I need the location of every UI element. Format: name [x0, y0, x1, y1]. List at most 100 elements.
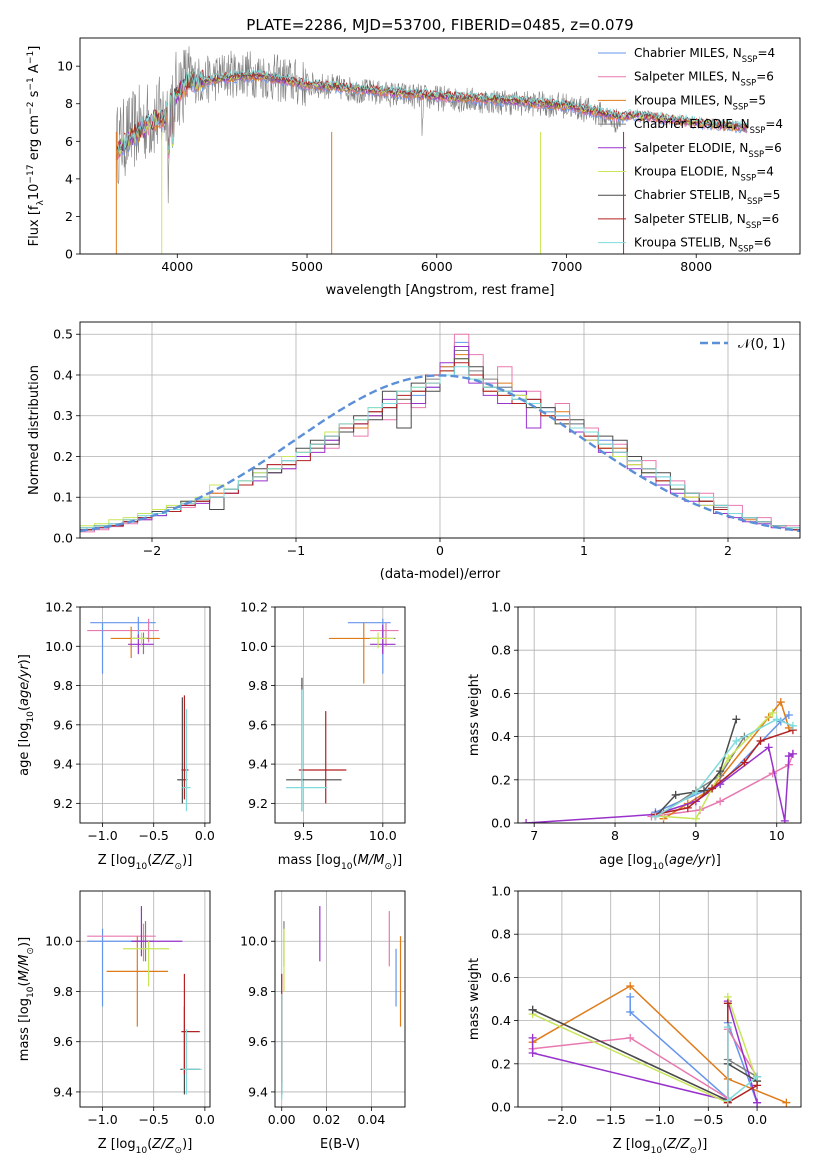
y-tick-label: 0.5 [53, 327, 73, 342]
weight-marker [756, 736, 765, 745]
weightz-ylabel: mass weight [467, 958, 482, 1040]
mass_vs_Z-axes: −1.0 −0.5 0.0 9.4 9.6 9.8 10.0 [45, 891, 215, 1127]
age_vs_Z-axes: −1.0 −0.5 0.0 9.2 9.4 9.6 9.8 10.0 10.2 [45, 600, 215, 844]
errorbar-point [328, 622, 386, 684]
errorbar-point [181, 973, 200, 1075]
weight-marker [788, 721, 797, 730]
y-tick-label: 0.4 [491, 1013, 511, 1028]
weightz-marker [753, 1072, 762, 1081]
errorbar-point [182, 1029, 202, 1095]
weight-marker [776, 698, 785, 707]
weight-marker [764, 743, 773, 752]
weight-series-line [663, 700, 790, 820]
weight-series-line [663, 736, 746, 813]
weightz-marker [626, 992, 635, 1001]
weightz-marker [626, 1033, 635, 1042]
y-tick-label: 9.2 [248, 796, 268, 811]
x-tick-label: 5000 [291, 259, 323, 274]
x-tick-label: 8 [611, 828, 619, 843]
weight-marker [699, 786, 708, 795]
legend-label: Salpeter STELIB, NSSP=6 [634, 212, 779, 230]
x-tick-label: 9 [692, 828, 700, 843]
residuals-plot-area [80, 333, 800, 538]
x-tick-label: 7000 [551, 259, 583, 274]
weight-marker [772, 715, 781, 724]
errorbar-point [177, 697, 188, 804]
weight_vs_age-plot-area [522, 698, 797, 823]
y-tick-label: 0.4 [491, 729, 511, 744]
errorbar-point [90, 616, 156, 639]
weight-marker [708, 784, 717, 793]
weightage-xlabel: age [log10(age/yr)] [599, 853, 721, 872]
errorbar-point [131, 906, 183, 957]
y-tick-label: 0.1 [53, 490, 73, 505]
weightz-marker [782, 1098, 791, 1107]
spectrum-xlabel: wavelength [Angstrom, rest frame] [326, 283, 555, 298]
weight-marker [784, 711, 793, 719]
spectrum-model-line [115, 68, 748, 155]
y-tick-label: 10.2 [240, 600, 268, 615]
y-tick-label: 10.0 [45, 639, 73, 654]
x-tick-label: 6000 [421, 259, 453, 274]
weightz-marker [528, 1033, 537, 1042]
y-tick-label: 9.6 [248, 1034, 268, 1049]
age_vs_mass-plot-area [286, 618, 399, 812]
age_vs_Z-plot-area [87, 616, 191, 812]
x-tick-label: 4000 [161, 259, 193, 274]
agez-ylabel: age [log10(age/yr)] [17, 654, 36, 776]
y-tick-label: 0.0 [53, 531, 73, 546]
weightz-marker [626, 1007, 635, 1016]
errorbar-point [181, 695, 189, 800]
y-tick-label: 10.0 [45, 934, 73, 949]
weight_vs_Z-plot-area [528, 982, 791, 1107]
y-tick-label: 9.8 [248, 984, 268, 999]
y-tick-label: 0.0 [491, 816, 511, 831]
y-tick-label: 0.6 [491, 686, 511, 701]
weight-marker [780, 816, 789, 823]
weightz-xlabel: Z [log10(Z/Z⊙)] [613, 1137, 708, 1156]
weightz-marker [723, 1023, 732, 1032]
errorbar-point [87, 928, 144, 1007]
x-tick-label: 0.04 [357, 1112, 385, 1127]
x-tick-label: 0.0 [195, 828, 215, 843]
weight-marker [716, 767, 725, 776]
histogram-series [80, 366, 800, 538]
x-tick-label: −1.0 [87, 828, 117, 843]
weightz-marker [528, 1049, 537, 1057]
weight-marker [768, 708, 777, 717]
weightz-marker [528, 1005, 537, 1014]
ebv-xlabel: E(B-V) [320, 1137, 360, 1152]
legend-label: Chabrier MILES, NSSP=4 [634, 46, 775, 64]
y-tick-label: 2 [65, 209, 73, 224]
weightz-marker [723, 999, 732, 1008]
agemass-xlabel: mass [log10(M/M⊙)] [278, 853, 402, 872]
y-tick-label: 9.6 [53, 1034, 73, 1049]
weight_vs_Z-frame [517, 890, 802, 1108]
x-tick-label: −0.5 [139, 828, 169, 843]
errorbar-point [370, 624, 396, 655]
weightz-marker [723, 1096, 732, 1105]
weight-marker [768, 769, 777, 778]
y-tick-label: 8 [65, 96, 73, 111]
errorbar-point [122, 941, 170, 987]
weight_vs_Z-axes: −2.0 −1.5 −1.0 −0.5 0.0 0.0 0.2 0.4 0.6 0.8 1.0 [491, 884, 801, 1127]
x-tick-label: −2.0 [547, 1112, 577, 1127]
weight-marker [732, 715, 741, 724]
weightz-marker [753, 1098, 762, 1107]
legend-label: Salpeter MILES, NSSP=6 [634, 70, 774, 88]
x-tick-label: 9.5 [294, 828, 314, 843]
x-tick-label: −1.5 [596, 1112, 626, 1127]
spectrum-ylabel: Flux [fλ10−17 erg cm−2 s−1 A−1] [26, 46, 46, 247]
y-tick-label: 0 [65, 247, 73, 262]
weightz-marker [626, 982, 635, 991]
legend-normal-label: 𝒩(0, 1) [738, 337, 785, 352]
x-tick-label: 10 [769, 828, 785, 843]
residuals-frame [79, 321, 801, 539]
x-tick-label: 0.00 [268, 1112, 296, 1127]
legend-label: Kroupa ELODIE, NSSP=4 [634, 165, 774, 183]
errorbar-point [182, 709, 191, 812]
weightz-marker [753, 1081, 762, 1090]
weight_vs_age-axes: 7 8 9 10 0.0 0.2 0.4 0.6 0.8 1.0 [491, 600, 801, 843]
y-tick-label: 0.3 [53, 408, 73, 423]
